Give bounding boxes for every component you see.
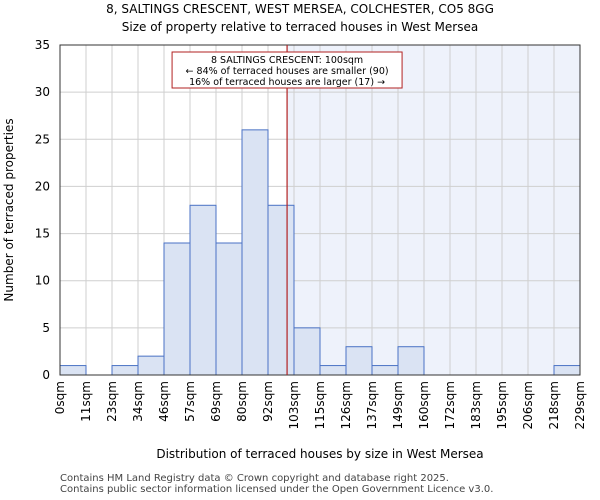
histogram-bar	[371, 365, 399, 376]
annotation-box	[171, 51, 403, 89]
annotation-line: ← 84% of terraced houses are smaller (90…	[186, 66, 389, 77]
chart-title: 8, SALTINGS CRESCENT, WEST MERSEA, COLCH…	[106, 2, 494, 16]
histogram-bar	[553, 365, 581, 376]
annotation-line: 8 SALTINGS CRESCENT: 100sqm	[211, 55, 363, 66]
histogram-chart: 0 5 10 15 20 25 30 35 0sqm 11sqm 23sqm 34sqm 46sqm 57…	[2, 38, 587, 461]
x-tick-label: 126sqm	[339, 381, 353, 429]
y-tick-label: 20	[35, 179, 50, 193]
x-tick-label: 46sqm	[157, 381, 171, 422]
larger-region-shade	[287, 45, 580, 375]
histogram-bar	[189, 204, 217, 376]
y-tick-label: 30	[35, 85, 50, 99]
y-tick-label: 25	[35, 132, 50, 146]
y-tick-label: 15	[35, 227, 50, 241]
x-tick-label: 0sqm	[53, 381, 67, 414]
x-tick-label: 103sqm	[287, 381, 301, 429]
histogram-bar	[397, 346, 425, 376]
histogram-bar	[215, 242, 243, 376]
x-tick-label: 183sqm	[469, 381, 483, 429]
histogram-bar	[267, 204, 295, 376]
y-axis-title: Number of terraced properties	[2, 118, 16, 301]
x-tick-label: 229sqm	[573, 381, 587, 429]
chart-subtitle: Size of property relative to terraced ho…	[121, 20, 479, 34]
x-tick-label: 149sqm	[391, 381, 405, 429]
histogram-bar	[137, 355, 165, 376]
x-tick-label: 172sqm	[443, 381, 457, 429]
x-tick-label: 92sqm	[261, 381, 275, 422]
y-tick-label: 0	[42, 368, 50, 382]
histogram-bar	[345, 346, 373, 376]
x-tick-label: 195sqm	[495, 381, 509, 429]
footer-licence: Contains public sector information licen…	[60, 484, 494, 495]
histogram-bar	[241, 129, 269, 376]
x-tick-label: 80sqm	[235, 381, 249, 422]
histogram-bar	[111, 365, 139, 376]
annotation-line: 16% of terraced houses are larger (17) →	[189, 77, 385, 88]
y-tick-label: 35	[35, 38, 50, 52]
histogram-bar	[293, 327, 321, 376]
histogram-bar	[319, 365, 347, 376]
x-axis-title: Distribution of terraced houses by size …	[156, 447, 483, 461]
plot-frame	[59, 44, 581, 376]
x-tick-label: 11sqm	[79, 381, 93, 422]
x-tick-label: 34sqm	[131, 381, 145, 422]
y-tick-label: 5	[42, 321, 50, 335]
x-tick-label: 160sqm	[417, 381, 431, 429]
x-tick-label: 69sqm	[209, 381, 223, 422]
histogram-bar	[59, 365, 87, 376]
y-tick-label: 10	[35, 274, 50, 288]
x-tick-label: 218sqm	[547, 381, 561, 429]
x-tick-label: 115sqm	[313, 381, 327, 429]
footer-copyright: Contains HM Land Registry data © Crown c…	[60, 473, 449, 484]
x-tick-label: 206sqm	[521, 381, 535, 429]
histogram-bar	[163, 242, 191, 376]
x-tick-label: 57sqm	[183, 381, 197, 422]
x-tick-label: 23sqm	[105, 381, 119, 422]
x-tick-label: 137sqm	[365, 381, 379, 429]
